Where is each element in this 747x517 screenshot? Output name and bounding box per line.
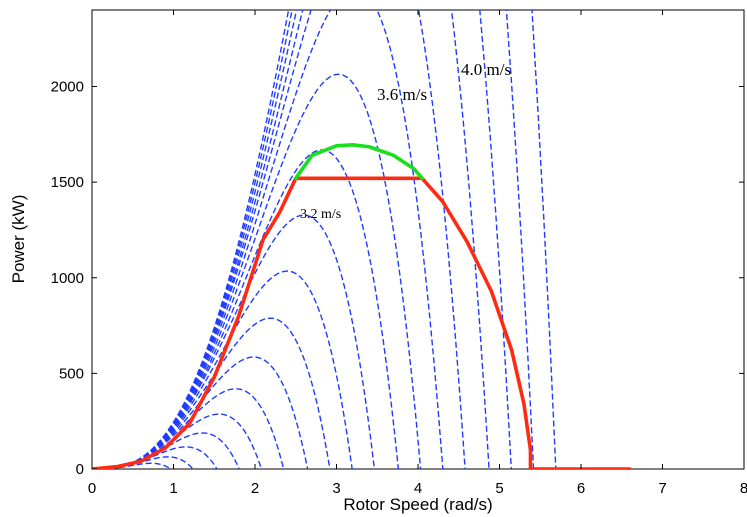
dashed-curve-family bbox=[92, 10, 557, 469]
y-tick-label-2: 1000 bbox=[51, 270, 84, 287]
dashed-curve-17 bbox=[92, 10, 557, 469]
annotation-4-0: 4.0 m/s bbox=[461, 60, 511, 79]
y-tick-label-3: 1500 bbox=[51, 174, 84, 191]
annotation-3-6: 3.6 m/s bbox=[377, 85, 427, 104]
series-lines bbox=[92, 143, 632, 469]
y-tick-label-1: 500 bbox=[59, 365, 84, 382]
x-tick-label-3: 3 bbox=[332, 480, 340, 497]
x-tick-label-2: 2 bbox=[251, 480, 259, 497]
x-axis-label: Rotor Speed (rad/s) bbox=[343, 495, 492, 514]
x-tick-label-8: 8 bbox=[740, 480, 747, 497]
annotation-3-2: 3.2 m/s bbox=[300, 207, 341, 222]
y-tick-label-0: 0 bbox=[76, 461, 84, 478]
x-tick-label-1: 1 bbox=[169, 480, 177, 497]
x-tick-label-7: 7 bbox=[658, 480, 666, 497]
plot-area bbox=[91, 9, 745, 470]
annotations: 4.0 m/s 3.6 m/s 3.2 m/s bbox=[300, 60, 511, 222]
dashed-curve-1 bbox=[92, 456, 194, 469]
dashed-curve-12 bbox=[92, 10, 444, 469]
y-tick-label-4: 2000 bbox=[51, 79, 84, 96]
axis-ticks: 0 1 2 3 4 5 6 7 8 0 500 1000 1500 2000 bbox=[51, 10, 747, 497]
x-tick-label-4: 4 bbox=[414, 480, 422, 497]
series-line-1 bbox=[293, 143, 424, 181]
x-tick-label-6: 6 bbox=[577, 480, 585, 497]
x-tick-label-0: 0 bbox=[88, 480, 96, 497]
x-tick-label-5: 5 bbox=[495, 480, 503, 497]
y-axis-label: Power (kW) bbox=[9, 195, 28, 284]
